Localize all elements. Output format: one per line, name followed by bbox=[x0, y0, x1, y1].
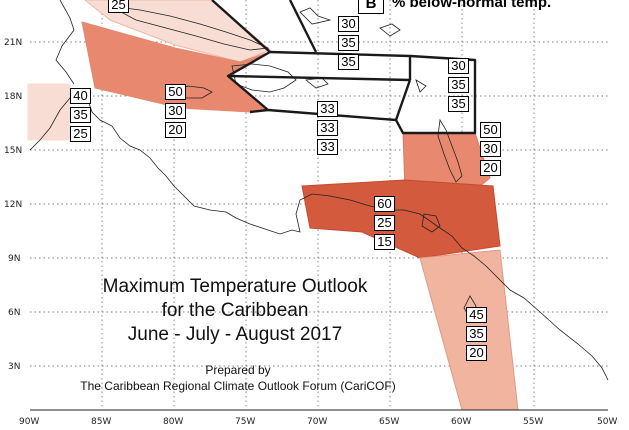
probability-value: 33 bbox=[317, 120, 338, 136]
probability-value: 30 bbox=[480, 141, 501, 157]
probability-value: 25 bbox=[374, 215, 395, 231]
probability-value: 30 bbox=[448, 58, 469, 74]
zone-belize bbox=[27, 83, 71, 141]
probability-value: 35 bbox=[338, 54, 359, 70]
probability-value: 30 bbox=[165, 103, 186, 119]
lat-label: 6N bbox=[8, 308, 20, 318]
probability-value: 33 bbox=[317, 101, 338, 117]
probability-value: 40 bbox=[70, 88, 91, 104]
probability-value: 50 bbox=[480, 122, 501, 138]
probability-value: 45 bbox=[466, 307, 487, 323]
probability-value: 50 bbox=[165, 84, 186, 100]
probability-value: 60 bbox=[374, 196, 395, 212]
lat-label: 15N bbox=[4, 146, 22, 156]
lat-axis: 21N 18N 15N 12N 9N 6N 3N bbox=[4, 38, 22, 372]
zone-abc bbox=[301, 179, 501, 259]
probability-value: 35 bbox=[70, 107, 91, 123]
lon-axis: 90W 85W 80W 75W 70W 65W 60W 55W 50W bbox=[19, 409, 617, 427]
probability-value: 25 bbox=[108, 0, 129, 13]
lat-label: 9N bbox=[8, 254, 20, 264]
probability-value: 35 bbox=[338, 35, 359, 51]
legend-text: % below-normal temp. bbox=[392, 0, 552, 11]
probability-value: 15 bbox=[374, 234, 395, 250]
map-period: June - July - August 2017 bbox=[127, 324, 343, 345]
probability-value: 20 bbox=[480, 160, 501, 176]
legend-key-box: B bbox=[358, 0, 384, 14]
probability-value: 35 bbox=[448, 96, 469, 112]
lon-label: 50W bbox=[597, 417, 617, 427]
map-title: Maximum Temperature Outlook bbox=[102, 276, 368, 297]
probability-value: 20 bbox=[165, 122, 186, 138]
probability-value: 33 bbox=[317, 139, 338, 155]
organization-credit: The Caribbean Regional Climate Outlook F… bbox=[80, 379, 396, 393]
probability-value: 35 bbox=[466, 326, 487, 342]
lat-label: 3N bbox=[8, 362, 20, 372]
lon-label: 55W bbox=[523, 417, 543, 427]
map-subtitle: for the Caribbean bbox=[161, 300, 309, 321]
probability-value: 30 bbox=[338, 16, 359, 32]
lon-label: 90W bbox=[19, 417, 39, 427]
lat-label: 18N bbox=[4, 92, 22, 102]
lon-label: 70W bbox=[307, 417, 327, 427]
lat-label: 21N bbox=[4, 38, 22, 48]
lon-label: 80W bbox=[163, 417, 183, 427]
lon-label: 75W bbox=[235, 417, 255, 427]
probability-value: 20 bbox=[466, 345, 487, 361]
probability-value: 25 bbox=[70, 126, 91, 142]
probability-value: 35 bbox=[448, 77, 469, 93]
lon-label: 85W bbox=[91, 417, 111, 427]
lat-label: 12N bbox=[4, 200, 22, 210]
lon-label: 60W bbox=[451, 417, 471, 427]
lon-label: 65W bbox=[379, 417, 399, 427]
prepared-by-label: Prepared by bbox=[205, 363, 271, 377]
